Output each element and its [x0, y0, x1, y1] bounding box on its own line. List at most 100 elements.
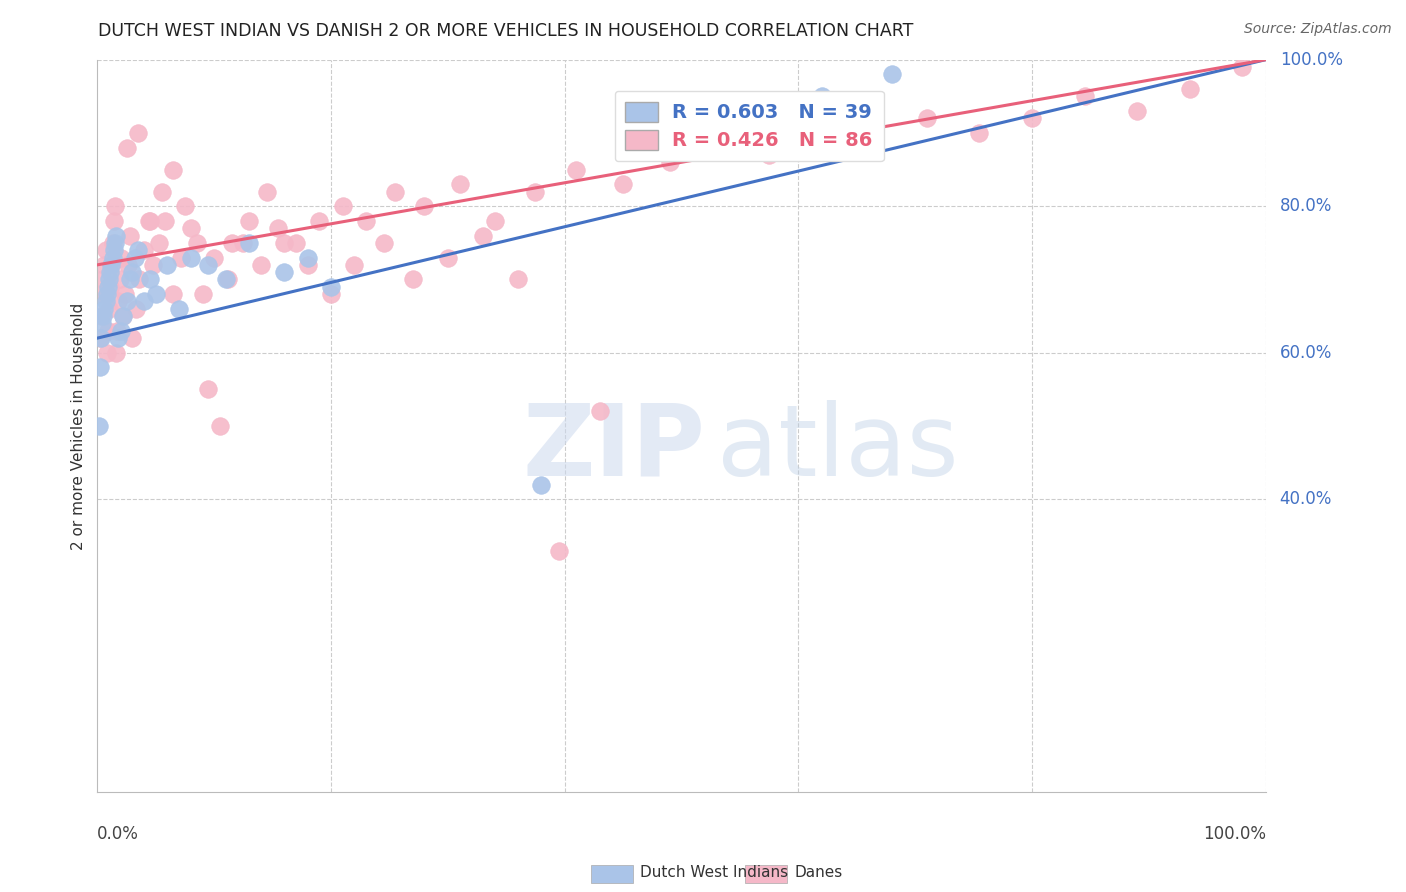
Point [114, 287, 136, 301]
Point [94, 294, 117, 309]
Point [91, 317, 114, 331]
Point [101, 251, 124, 265]
Point [202, 251, 225, 265]
Point [148, 235, 170, 250]
Point [105, 228, 128, 243]
Point [125, 301, 148, 316]
Point [89, 360, 111, 375]
Point [94, 243, 117, 257]
Point [250, 258, 273, 272]
Point [332, 199, 354, 213]
Point [273, 265, 295, 279]
Text: Source: ZipAtlas.com: Source: ZipAtlas.com [1244, 22, 1392, 37]
Point [191, 287, 214, 301]
Point [170, 251, 193, 265]
Point [153, 214, 176, 228]
Point [167, 301, 190, 316]
Point [121, 331, 143, 345]
Point [484, 214, 506, 228]
Point [308, 214, 330, 228]
Point [471, 228, 494, 243]
Point [100, 258, 122, 272]
Point [810, 89, 832, 103]
Point [506, 272, 529, 286]
Y-axis label: 2 or more Vehicles in Household: 2 or more Vehicles in Household [72, 302, 86, 549]
Point [100, 258, 122, 272]
Point [1232, 60, 1254, 74]
Point [98, 265, 121, 279]
Point [880, 67, 903, 81]
Text: 100.0%: 100.0% [1202, 825, 1265, 843]
Legend: R = 0.603   N = 39, R = 0.426   N = 86: R = 0.603 N = 39, R = 0.426 N = 86 [614, 91, 883, 161]
Point [142, 258, 165, 272]
Point [863, 140, 886, 154]
Text: 0.0%: 0.0% [97, 825, 139, 843]
Point [132, 243, 155, 257]
Point [373, 235, 395, 250]
Point [104, 235, 127, 250]
Point [354, 214, 377, 228]
Point [402, 272, 425, 286]
Point [612, 178, 634, 192]
Point [156, 258, 179, 272]
Point [91, 272, 114, 286]
Point [97, 324, 120, 338]
Point [128, 272, 150, 286]
Point [112, 309, 135, 323]
Point [565, 162, 588, 177]
Point [97, 280, 120, 294]
Point [589, 404, 612, 418]
Point [547, 543, 569, 558]
Point [524, 185, 547, 199]
Point [87, 419, 110, 434]
Point [93, 301, 115, 316]
Text: 80.0%: 80.0% [1279, 197, 1331, 215]
Point [132, 294, 155, 309]
Point [115, 294, 138, 309]
Point [319, 287, 342, 301]
Point [238, 235, 260, 250]
Point [1126, 103, 1149, 118]
Text: 60.0%: 60.0% [1279, 343, 1331, 362]
Point [197, 383, 219, 397]
Point [197, 258, 219, 272]
Point [127, 126, 149, 140]
Point [104, 199, 127, 213]
Point [138, 214, 160, 228]
Point [91, 309, 114, 323]
Point [101, 235, 124, 250]
Point [810, 126, 832, 140]
Point [273, 235, 295, 250]
Point [107, 294, 129, 309]
Point [110, 251, 132, 265]
Point [1021, 112, 1043, 126]
Point [215, 272, 238, 286]
Point [96, 345, 118, 359]
Point [98, 280, 121, 294]
Point [449, 178, 471, 192]
Point [103, 243, 125, 257]
Point [297, 258, 319, 272]
Point [162, 162, 184, 177]
Point [180, 221, 202, 235]
Point [139, 272, 162, 286]
Point [89, 331, 111, 345]
Point [256, 185, 278, 199]
Point [658, 155, 681, 169]
Point [285, 235, 308, 250]
Point [343, 258, 366, 272]
Point [1073, 89, 1095, 103]
Point [145, 287, 167, 301]
Point [90, 309, 112, 323]
Point [121, 265, 143, 279]
Text: ZIP: ZIP [522, 400, 704, 497]
Point [139, 214, 162, 228]
Point [217, 272, 239, 286]
Point [437, 251, 460, 265]
Point [98, 301, 121, 316]
Point [384, 185, 406, 199]
Point [267, 221, 290, 235]
Point [232, 235, 254, 250]
Text: DUTCH WEST INDIAN VS DANISH 2 OR MORE VEHICLES IN HOUSEHOLD CORRELATION CHART: DUTCH WEST INDIAN VS DANISH 2 OR MORE VE… [98, 22, 914, 40]
Point [706, 140, 728, 154]
